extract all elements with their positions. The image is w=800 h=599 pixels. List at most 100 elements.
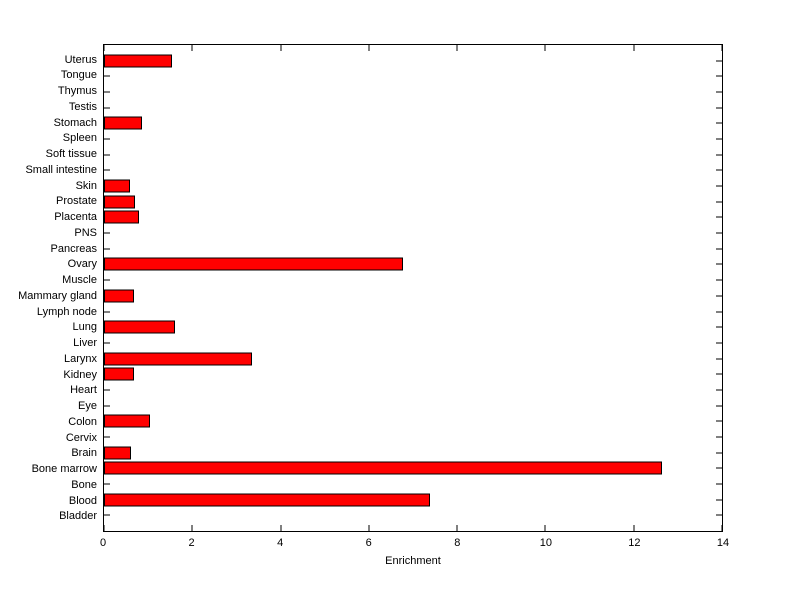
y-tick-label: Lung (72, 321, 97, 334)
y-tick-label: Testis (68, 100, 97, 113)
y-tick-label: Lymph node (36, 305, 97, 318)
y-tick-label: Bone (71, 478, 97, 491)
x-axis-tick (456, 45, 458, 51)
bar (104, 54, 173, 68)
y-axis-tick (716, 373, 722, 375)
x-axis-label: Enrichment (385, 555, 441, 567)
y-axis-tick (716, 436, 722, 438)
x-axis-tick (456, 525, 458, 531)
y-tick-label: Larynx (63, 352, 97, 365)
y-axis-tick (104, 232, 110, 234)
bar (104, 195, 136, 209)
y-tick-label: Placenta (54, 211, 97, 224)
y-tick-label: Heart (70, 384, 97, 397)
y-axis-tick (104, 389, 110, 391)
y-axis-tick (716, 185, 722, 187)
x-axis-tick (368, 45, 370, 51)
bar (104, 210, 140, 224)
x-axis-tick (633, 525, 635, 531)
x-tick-label: 12 (628, 537, 641, 549)
y-axis-tick (716, 122, 722, 124)
x-axis-tick (544, 525, 546, 531)
y-tick-label: Kidney (63, 368, 97, 381)
y-axis-tick (104, 107, 110, 109)
bar (104, 352, 253, 366)
x-tick-label: 10 (539, 537, 552, 549)
bar (104, 116, 142, 130)
y-tick-label: PNS (74, 226, 97, 239)
y-axis-tick (716, 91, 722, 93)
y-axis-tick (716, 358, 722, 360)
y-tick-label: Stomach (53, 116, 97, 129)
y-axis-labels: Uterus Tongue Thymus Testis Stomach Spleen Sof… (0, 44, 97, 532)
y-axis-tick (716, 216, 722, 218)
y-tick-label: Mammary gland (18, 289, 97, 302)
bar (104, 179, 130, 193)
x-axis-tick-labels: 0 2 4 6 8 10 12 14 (99, 537, 729, 551)
x-axis-tick (103, 525, 105, 531)
bar (104, 367, 135, 381)
y-axis-tick (716, 467, 722, 469)
bar (104, 289, 135, 303)
y-tick-label: Blood (68, 494, 97, 507)
y-axis-tick (716, 138, 722, 140)
y-axis-tick (716, 483, 722, 485)
bar (104, 320, 176, 334)
x-axis-tick (368, 525, 370, 531)
y-tick-label: Brain (71, 447, 97, 460)
y-axis-tick (716, 405, 722, 407)
bar (104, 493, 431, 507)
x-axis-tick (280, 525, 282, 531)
y-axis-tick (716, 263, 722, 265)
y-axis-tick (104, 154, 110, 156)
y-axis-tick (716, 499, 722, 501)
x-axis-tick (721, 45, 723, 51)
y-axis-tick (716, 75, 722, 77)
y-axis-tick (104, 311, 110, 313)
x-axis-tick (191, 525, 193, 531)
y-tick-label: Pancreas (50, 242, 97, 255)
y-axis-tick (716, 452, 722, 454)
y-tick-label: Prostate (56, 195, 97, 208)
x-axis-tick (103, 45, 105, 51)
y-axis-tick (716, 295, 722, 297)
y-axis-tick (716, 201, 722, 203)
bar (104, 414, 150, 428)
y-axis-tick (716, 311, 722, 313)
y-tick-label: Soft tissue (45, 148, 97, 161)
y-axis-tick (716, 169, 722, 171)
y-axis-tick (104, 483, 110, 485)
y-axis-tick (716, 326, 722, 328)
y-axis-tick (716, 420, 722, 422)
y-axis-tick (716, 60, 722, 62)
bar (104, 446, 131, 460)
y-axis-tick (716, 154, 722, 156)
y-axis-tick (104, 248, 110, 250)
y-axis-tick (716, 514, 722, 516)
y-tick-label: Eye (78, 400, 97, 413)
y-tick-label: Small intestine (25, 163, 97, 176)
y-tick-label: Bone marrow (31, 463, 97, 476)
plot-area (103, 44, 723, 532)
y-tick-label: Thymus (57, 85, 97, 98)
y-axis-tick (104, 405, 110, 407)
y-tick-label: Liver (73, 337, 97, 350)
x-axis-tick (544, 45, 546, 51)
bar (104, 461, 663, 475)
x-axis-tick (721, 525, 723, 531)
y-tick-label: Tongue (60, 69, 97, 82)
x-axis-tick (633, 45, 635, 51)
x-tick-label: 8 (454, 537, 461, 549)
x-tick-label: 0 (99, 537, 107, 549)
y-axis-tick (716, 232, 722, 234)
y-axis-tick (716, 389, 722, 391)
y-tick-label: Colon (68, 415, 97, 428)
y-tick-label: Muscle (62, 274, 97, 287)
x-tick-label: 2 (188, 537, 195, 549)
y-tick-label: Ovary (67, 258, 97, 271)
y-axis-tick (716, 279, 722, 281)
y-axis-tick (104, 514, 110, 516)
x-tick-label: 14 (716, 537, 730, 549)
y-axis-tick (716, 342, 722, 344)
